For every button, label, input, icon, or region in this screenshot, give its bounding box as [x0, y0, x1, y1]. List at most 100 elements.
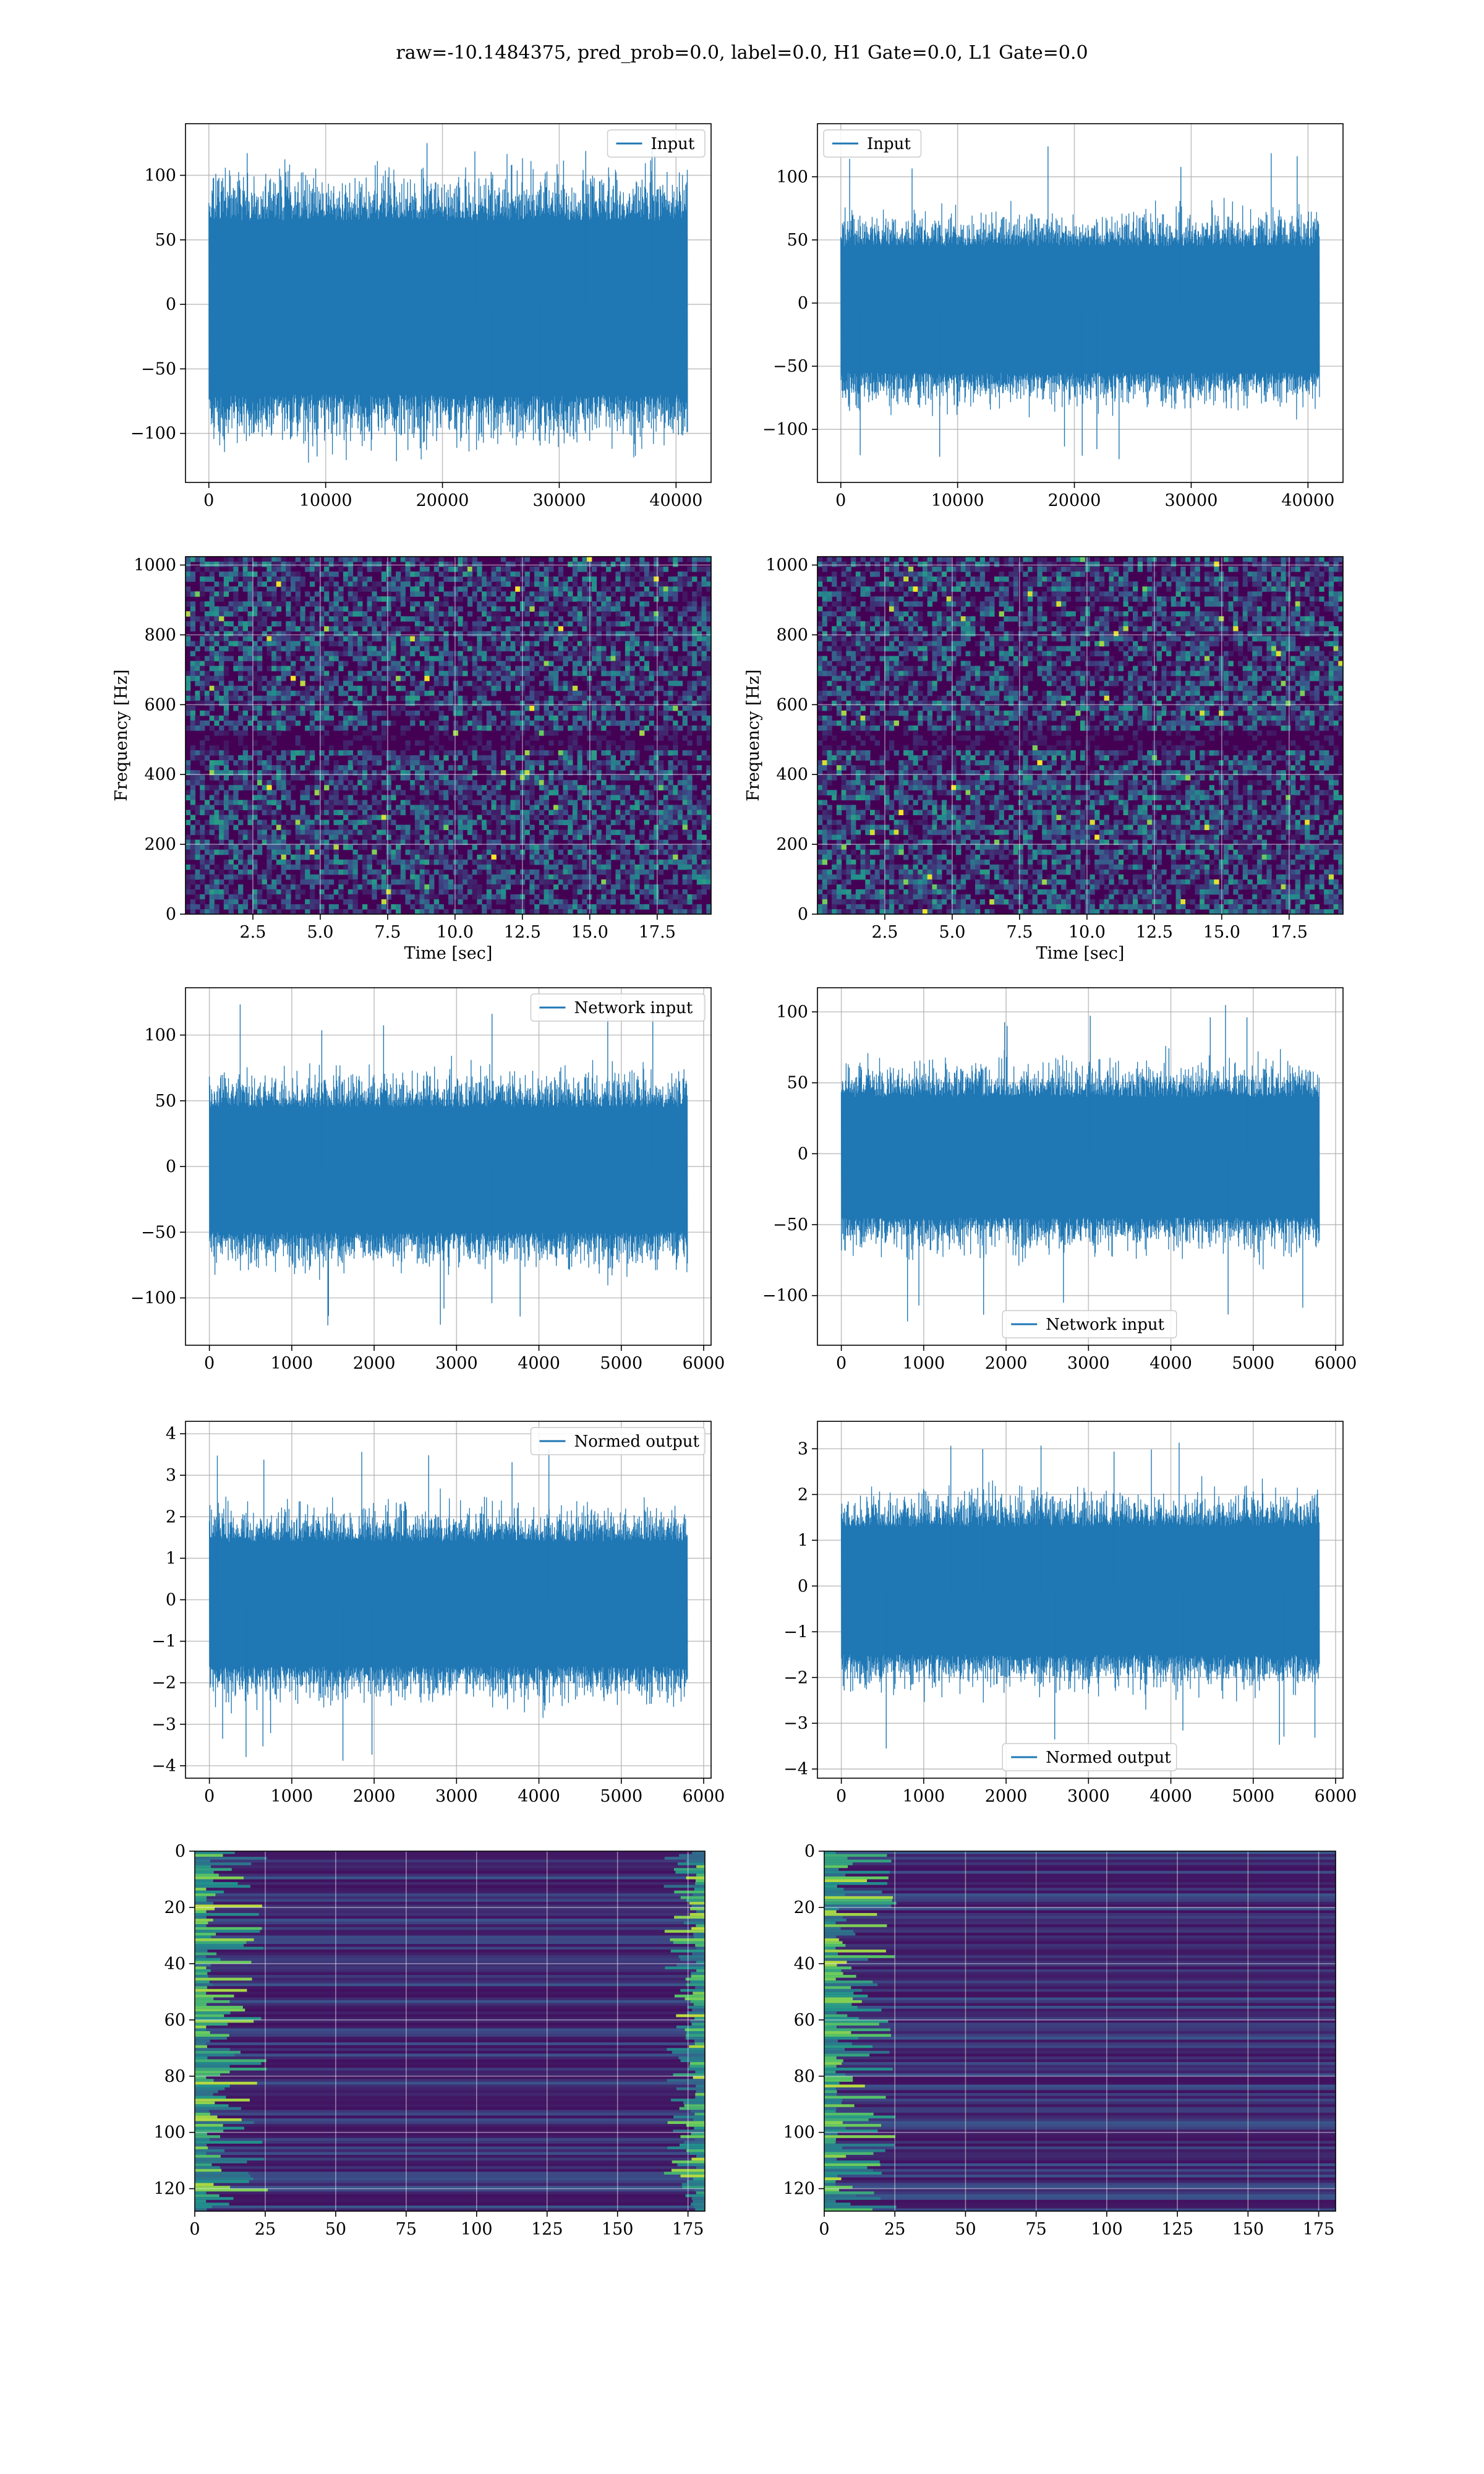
heatmap-cell	[582, 750, 587, 756]
heatmap-cell	[305, 755, 310, 761]
heatmap-cell	[267, 571, 272, 577]
heatmap-cell	[223, 775, 229, 781]
heatmap-cell	[348, 820, 354, 826]
heatmap-cell	[463, 740, 468, 746]
heatmap-cell	[482, 591, 487, 597]
heatmap-cell	[673, 785, 678, 790]
heatmap-cell	[348, 641, 354, 647]
heatmap-cell	[424, 576, 430, 582]
heatmap-cell	[696, 675, 702, 682]
heatmap-cell	[591, 849, 597, 855]
heatmap-cell	[309, 849, 315, 855]
heatmap-cell	[381, 725, 387, 731]
heatmap-cell	[233, 874, 239, 880]
heatmap-cell	[381, 815, 387, 821]
heatmap-cell	[458, 864, 463, 870]
heatmap-cell	[558, 874, 564, 880]
heatmap-cell	[587, 854, 592, 860]
heatmap-cell	[529, 770, 535, 776]
heatmap-cell	[591, 735, 597, 741]
heatmap-cell	[386, 884, 391, 890]
heatmap-cell	[286, 690, 291, 696]
heatmap-cell	[414, 626, 420, 632]
heatmap-cell	[610, 670, 616, 677]
heatmap-cell	[352, 785, 358, 790]
heatmap-cell	[324, 879, 330, 885]
heatmap-cell	[458, 705, 463, 711]
heatmap-cell	[377, 815, 382, 821]
heatmap-cell	[477, 785, 482, 790]
heatmap-cell	[343, 606, 349, 612]
heatmap-cell	[281, 636, 286, 642]
heatmap-cell	[519, 720, 526, 726]
x-tick-label: 10000	[299, 491, 352, 510]
heatmap-cell	[286, 720, 291, 726]
heatmap-cell	[195, 780, 200, 785]
heatmap-cell	[233, 641, 239, 647]
heatmap-cell	[238, 874, 244, 880]
heatmap-cell	[328, 909, 335, 915]
heatmap-cell	[247, 909, 253, 915]
heatmap-cell	[515, 879, 521, 885]
heatmap-cell	[553, 596, 559, 602]
heatmap-cell	[291, 651, 296, 657]
heatmap-cell	[252, 824, 258, 831]
heatmap-cell	[381, 824, 387, 831]
heatmap-cell	[300, 829, 305, 836]
heatmap-cell	[195, 591, 200, 597]
heatmap-cell	[596, 884, 602, 890]
heatmap-cell	[654, 884, 659, 890]
heatmap-cell	[524, 641, 530, 647]
heatmap-cell	[190, 854, 196, 860]
heatmap-cell	[692, 596, 697, 602]
heatmap-cell	[659, 760, 664, 766]
heatmap-cell	[491, 631, 497, 637]
heatmap-cell	[505, 725, 511, 731]
heatmap-cell	[606, 641, 612, 647]
heatmap-cell	[319, 586, 325, 592]
heatmap-cell	[257, 651, 263, 657]
heatmap-cell	[515, 675, 521, 682]
heatmap-cell	[257, 849, 263, 855]
heatmap-cell	[419, 824, 425, 831]
heatmap-cell	[582, 894, 587, 900]
heatmap-cell	[496, 864, 501, 870]
heatmap-cell	[663, 899, 669, 905]
heatmap-cell	[247, 844, 253, 850]
heatmap-cell	[629, 690, 635, 696]
heatmap-cell	[305, 641, 310, 647]
heatmap-cell	[200, 621, 205, 627]
heatmap-cell	[519, 611, 526, 617]
heatmap-cell	[223, 710, 229, 716]
heatmap-cell	[587, 884, 592, 890]
heatmap-cell	[458, 666, 463, 672]
heatmap-cell	[577, 586, 582, 592]
heatmap-cell	[524, 889, 530, 895]
heatmap-cell	[190, 775, 196, 781]
heatmap-cell	[625, 641, 631, 647]
heatmap-cell	[673, 765, 678, 771]
heatmap-cell	[271, 795, 277, 800]
heatmap-cell	[242, 581, 249, 587]
heatmap-cell	[271, 765, 277, 771]
heatmap-cell	[309, 750, 315, 756]
heatmap-cell	[276, 894, 282, 900]
heatmap-cell	[429, 904, 435, 910]
heatmap-cell	[553, 760, 559, 766]
heatmap-cell	[419, 690, 425, 696]
heatmap-cell	[305, 790, 310, 795]
heatmap-cell	[563, 800, 568, 805]
heatmap-cell	[242, 626, 249, 632]
heatmap-cell	[372, 795, 377, 800]
heatmap-cell	[190, 839, 196, 845]
heatmap-cell	[620, 596, 626, 602]
heatmap-cell	[186, 601, 191, 607]
heatmap-cell	[453, 815, 459, 821]
heatmap-cell	[529, 790, 535, 795]
heatmap-cell	[486, 576, 492, 582]
heatmap-cell	[190, 606, 196, 612]
heatmap-cell	[519, 755, 526, 761]
heatmap-cell	[649, 815, 654, 821]
heatmap-cell	[620, 909, 626, 915]
heatmap-cell	[238, 829, 244, 836]
